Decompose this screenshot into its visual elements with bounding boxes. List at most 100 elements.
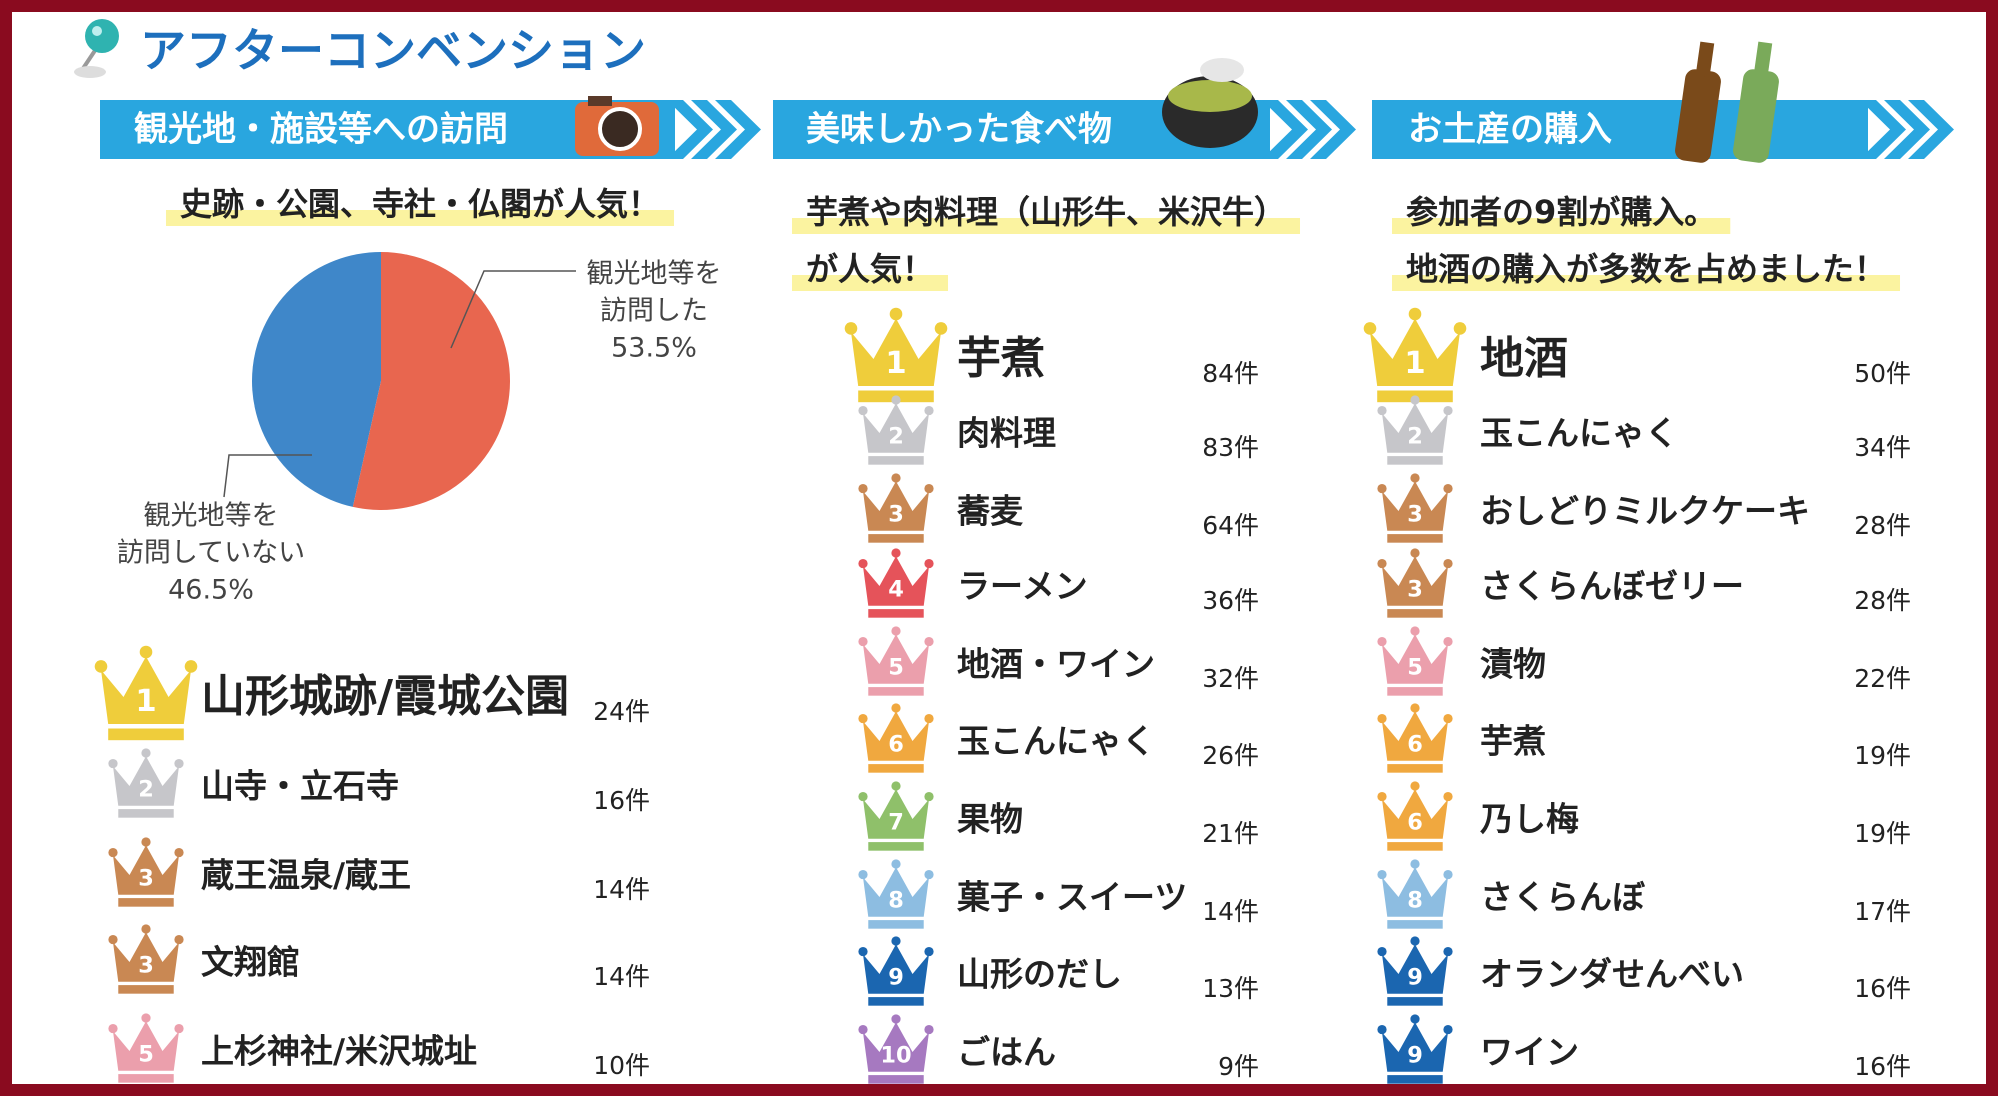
crown-jewel xyxy=(1410,626,1420,636)
crown-jewel xyxy=(1377,946,1387,957)
crown-band xyxy=(868,534,924,543)
crown: 10 xyxy=(858,1014,934,1084)
crown-body xyxy=(1382,481,1448,531)
item-name: 山形城跡/霞城公園 xyxy=(201,671,569,722)
item-count: 14件 xyxy=(593,962,650,991)
item-count: 84件 xyxy=(1202,359,1259,388)
crown-band xyxy=(868,764,924,773)
crown-body xyxy=(113,845,179,895)
crown-band xyxy=(1387,1075,1443,1084)
rank-number: 8 xyxy=(888,887,904,913)
banner-chevron xyxy=(1310,100,1356,159)
rank-number: 9 xyxy=(888,964,904,990)
decorations xyxy=(575,41,1779,163)
crown-jewel xyxy=(924,483,934,494)
crown-jewel xyxy=(1377,1024,1387,1035)
rank-number: 7 xyxy=(888,809,904,835)
item-name: 玉こんにゃく xyxy=(1480,414,1678,453)
item-count: 16件 xyxy=(1854,974,1911,1003)
camera-lens xyxy=(598,107,642,151)
crown-jewel xyxy=(891,1014,901,1024)
crown-body xyxy=(1382,634,1448,684)
rank-number: 3 xyxy=(888,501,904,527)
crown: 3 xyxy=(108,924,184,994)
section-subtitle: 地酒の購入が多数を占めました！ xyxy=(1406,250,1886,288)
crown-band xyxy=(1387,920,1443,929)
crown-jewel xyxy=(1443,869,1453,880)
item-count: 83件 xyxy=(1202,433,1259,462)
item-name: さくらんぼゼリー xyxy=(1480,567,1744,606)
rank-number: 2 xyxy=(888,423,904,449)
item-name: さくらんぼ xyxy=(1480,878,1646,917)
crown: 8 xyxy=(858,859,934,929)
item-name: ごはん xyxy=(957,1033,1056,1072)
pie-slice xyxy=(252,252,381,507)
section-subtitle: 史跡・公園、寺社・仏閣が人気！ xyxy=(180,185,660,223)
pie-slice xyxy=(352,252,511,511)
crown-jewel xyxy=(1443,1024,1453,1035)
crown-jewel xyxy=(1443,791,1453,802)
crown: 8 xyxy=(1377,859,1453,929)
crown: 3 xyxy=(858,473,934,543)
crown: 6 xyxy=(1377,703,1453,773)
crown-jewel xyxy=(1443,713,1453,724)
pie-label: 訪問していない xyxy=(117,538,305,569)
rank-number: 6 xyxy=(888,731,904,757)
crown-jewel xyxy=(1377,558,1387,569)
item-count: 16件 xyxy=(593,786,650,815)
crown-band xyxy=(1387,842,1443,851)
item-name: 地酒 xyxy=(1480,333,1568,384)
crown: 5 xyxy=(108,1013,184,1083)
rank-number: 5 xyxy=(888,654,904,680)
banner-chevron xyxy=(691,100,737,159)
crown: 9 xyxy=(1377,936,1453,1006)
crown-band xyxy=(868,1075,924,1084)
crown-jewel xyxy=(924,946,934,957)
section-heading: 観光地・施設等への訪問 xyxy=(134,110,508,150)
crown-jewel xyxy=(1443,483,1453,494)
item-name: 山寺・立石寺 xyxy=(201,767,399,806)
crown-jewel xyxy=(1410,781,1420,791)
crown-jewel xyxy=(891,936,901,946)
item-count: 22件 xyxy=(1854,664,1911,693)
crown-body xyxy=(113,756,179,806)
crown-band xyxy=(868,609,924,618)
item-name: 果物 xyxy=(957,800,1023,839)
pin-icon xyxy=(74,19,119,78)
pie-label: 訪問した xyxy=(600,296,708,327)
crown-body xyxy=(863,481,929,531)
crown-body xyxy=(1382,944,1448,994)
item-count: 24件 xyxy=(593,697,650,726)
rank-number: 9 xyxy=(1407,1042,1423,1068)
banner-chevron xyxy=(1884,100,1930,159)
crown-jewel xyxy=(858,946,868,957)
crown-body xyxy=(1382,1022,1448,1072)
item-count: 36件 xyxy=(1202,586,1259,615)
section-subtitle: が人気！ xyxy=(806,250,934,288)
crown-jewel xyxy=(858,558,868,569)
item-name: オランダせんべい xyxy=(1480,955,1744,994)
section-banner xyxy=(1372,100,1868,159)
rank-number: 10 xyxy=(880,1042,911,1068)
item-name: 蕎麦 xyxy=(957,492,1023,531)
item-count: 16件 xyxy=(1854,1052,1911,1081)
crown-band xyxy=(118,809,174,818)
rank-number: 1 xyxy=(135,684,156,719)
item-name: 芋煮 xyxy=(957,333,1045,384)
crown-body xyxy=(101,656,191,724)
bottle-icon xyxy=(1675,69,1721,163)
crown: 5 xyxy=(1377,626,1453,696)
crown-body xyxy=(1382,711,1448,761)
crown: 1 xyxy=(94,645,198,741)
crown-jewel xyxy=(141,924,151,934)
crown-jewel xyxy=(1363,322,1377,335)
item-name: 漬物 xyxy=(1480,645,1546,684)
crown-jewel xyxy=(891,548,901,558)
crown-body xyxy=(113,932,179,982)
crown-jewel xyxy=(891,395,901,405)
crown-jewel xyxy=(141,837,151,847)
item-count: 28件 xyxy=(1854,511,1911,540)
crown-jewel xyxy=(889,307,903,321)
item-name: 上杉神社/米沢城址 xyxy=(201,1032,477,1071)
crown-body xyxy=(851,318,941,386)
